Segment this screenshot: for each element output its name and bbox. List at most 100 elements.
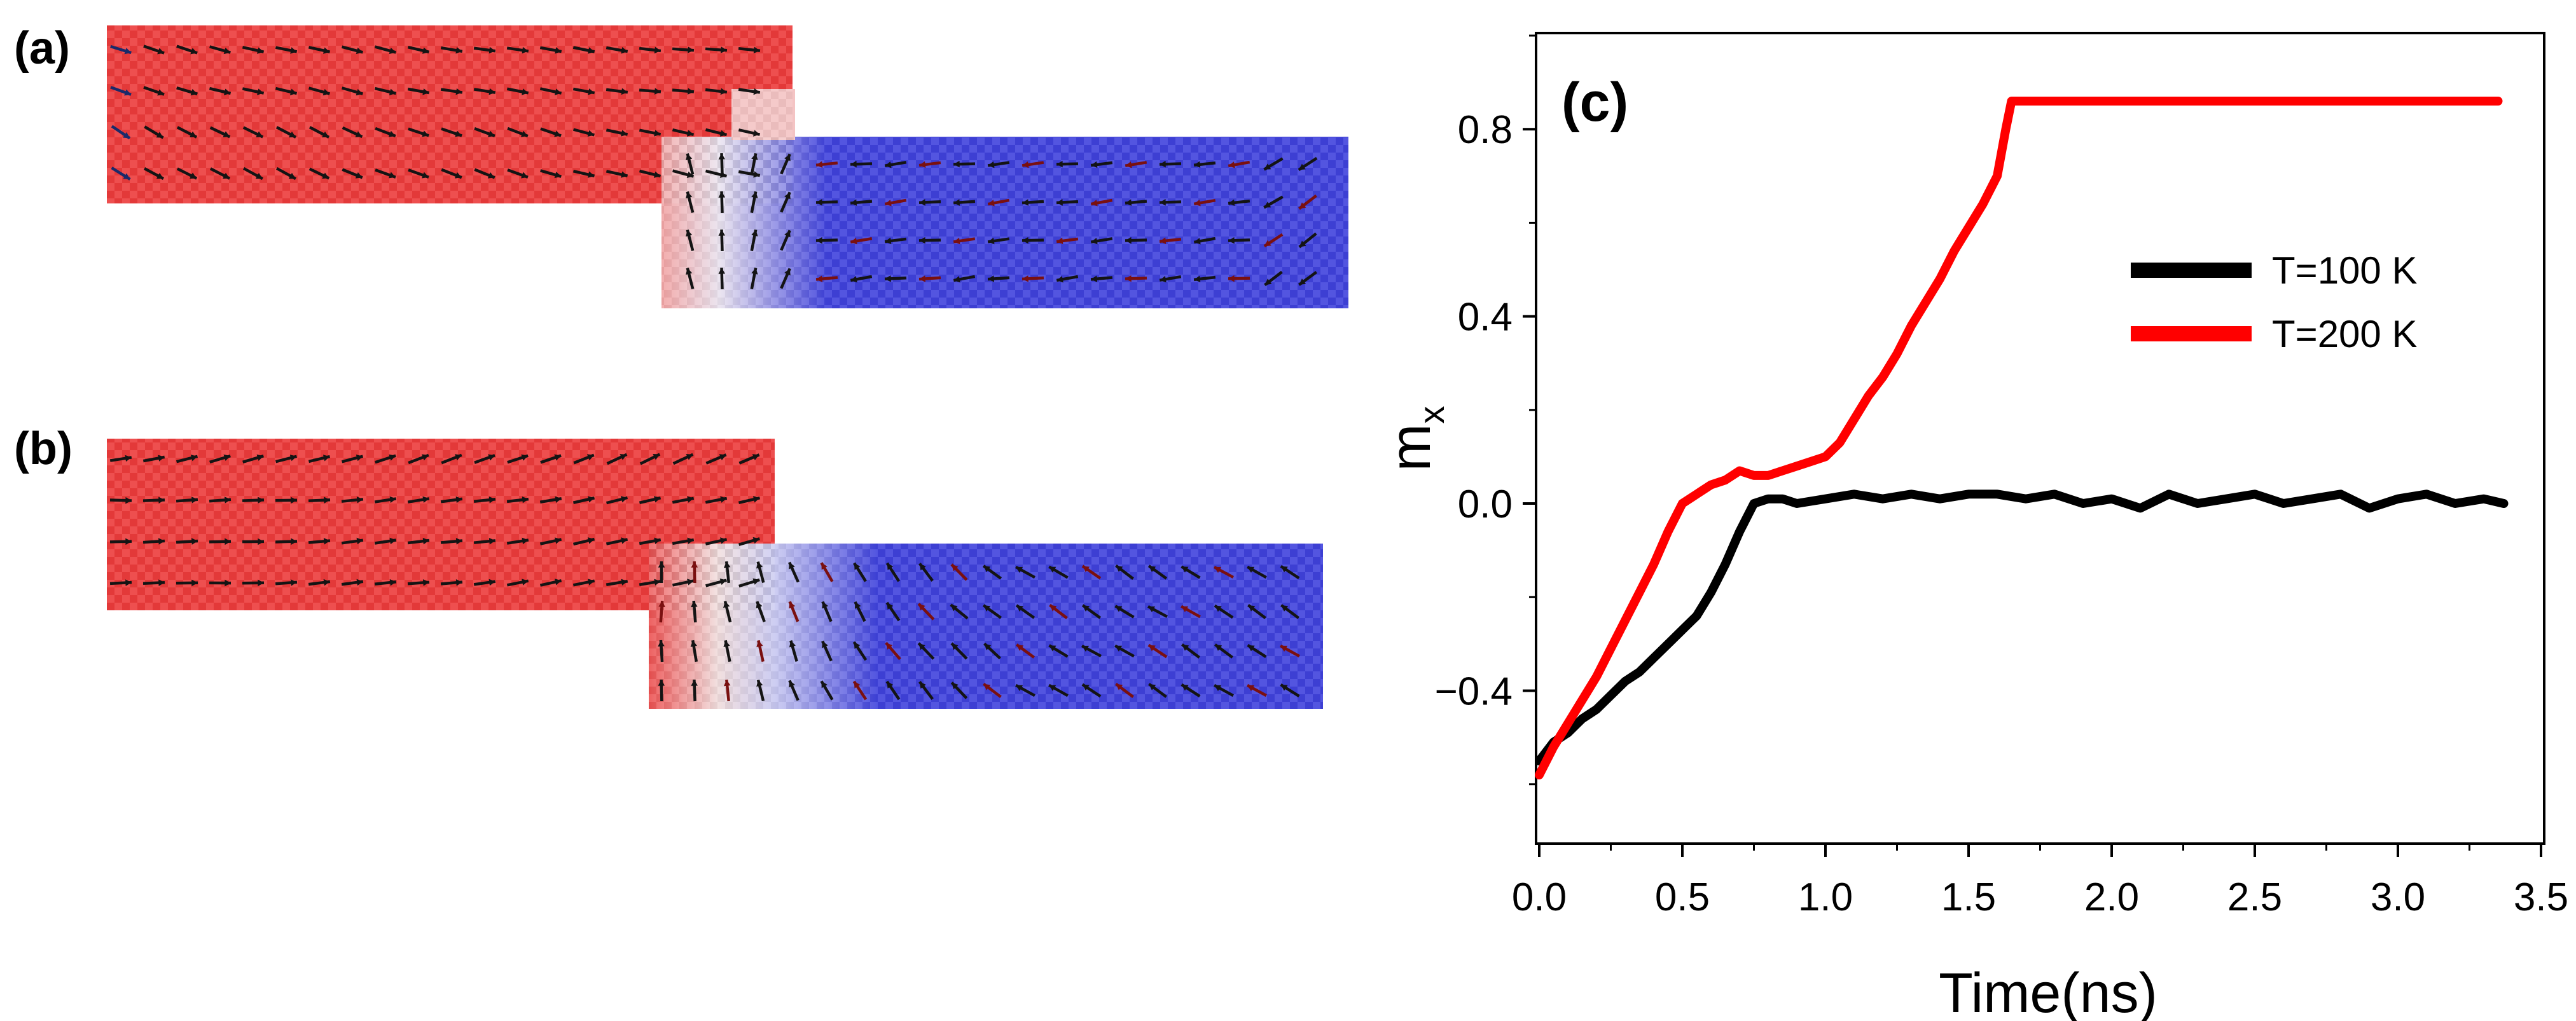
spin-arrow <box>176 86 198 96</box>
spin-arrow <box>1247 565 1267 579</box>
spin-arrow <box>820 680 834 701</box>
spin-arrow <box>780 153 791 175</box>
spin-arrow <box>308 497 331 504</box>
spin-arrow <box>1159 160 1182 168</box>
spin-arrow <box>572 128 595 137</box>
spin-arrow <box>440 46 463 54</box>
spin-arrow <box>408 168 429 179</box>
spin-arrow <box>176 126 198 139</box>
panel-b: (b) <box>14 423 1323 709</box>
spin-arrow <box>884 237 907 245</box>
spin-arrow <box>821 601 833 622</box>
panel-b-arrows <box>109 453 1300 702</box>
chart-panel-label: (c) <box>1562 72 1628 133</box>
spin-arrow <box>441 453 462 465</box>
spin-arrow <box>209 497 232 504</box>
spin-arrow <box>1247 603 1266 620</box>
spin-arrow <box>209 454 231 464</box>
spin-arrow <box>275 86 298 95</box>
spin-arrow <box>440 496 463 504</box>
spin-arrow <box>1193 275 1216 283</box>
svg-text:mx: mx <box>1379 406 1451 472</box>
spin-arrow <box>109 497 132 504</box>
spin-arrow <box>142 497 165 504</box>
spin-arrow <box>441 168 462 179</box>
spin-arrow <box>540 454 562 464</box>
spin-arrow <box>275 46 298 54</box>
spin-arrow <box>691 679 698 702</box>
spin-arrow <box>1159 198 1182 206</box>
spin-arrow <box>341 537 364 545</box>
spin-arrow <box>342 168 363 179</box>
spin-arrow <box>1115 682 1134 699</box>
spin-arrow <box>658 640 665 662</box>
spin-arrow <box>1125 199 1147 206</box>
spin-arrow <box>780 230 791 251</box>
spin-arrow <box>176 497 198 504</box>
spin-arrow <box>143 45 165 55</box>
spin-arrow <box>1280 604 1299 619</box>
spin-arrow <box>1159 237 1182 244</box>
spin-arrow <box>242 497 265 504</box>
panel-a: (a) <box>14 23 1348 308</box>
spin-arrow <box>918 275 941 282</box>
spin-arrow <box>142 538 165 545</box>
spin-arrow <box>639 88 661 95</box>
spin-arrow <box>821 640 833 662</box>
spin-arrow <box>738 170 761 178</box>
legend-label-t200: T=200 K <box>2272 313 2418 355</box>
spin-arrow <box>176 538 198 545</box>
spin-arrow <box>756 561 765 584</box>
spin-arrow <box>850 275 873 283</box>
spin-arrow <box>176 455 198 463</box>
spin-arrow <box>953 275 976 283</box>
spin-arrow <box>507 168 529 179</box>
spin-arrow <box>705 537 728 545</box>
spin-arrow <box>686 153 695 175</box>
spin-arrow <box>953 199 976 206</box>
spin-arrow <box>690 640 698 662</box>
spin-arrow <box>441 127 462 137</box>
spin-arrow <box>507 127 529 138</box>
spin-arrow <box>176 579 198 587</box>
spin-arrow <box>718 153 726 175</box>
spin-arrow <box>917 642 935 660</box>
spin-arrow <box>275 497 298 504</box>
spin-arrow <box>506 87 529 95</box>
spin-arrow <box>1181 605 1201 619</box>
spin-arrow <box>308 538 331 545</box>
spin-arrow <box>1148 683 1167 698</box>
spin-arrow <box>639 169 661 178</box>
spin-arrow <box>1015 604 1035 619</box>
x-tick-label: 2.5 <box>2227 875 2282 919</box>
spin-arrow <box>341 497 364 504</box>
spin-arrow <box>1048 565 1069 579</box>
spin-arrow <box>275 579 298 586</box>
spin-arrow <box>705 496 728 504</box>
spin-arrow <box>672 169 695 178</box>
spin-arrow <box>242 87 265 95</box>
spin-arrow <box>209 579 232 587</box>
spin-arrow <box>983 642 1001 660</box>
spin-arrow <box>1193 236 1216 245</box>
spin-arrow <box>1246 683 1268 697</box>
spin-arrow <box>440 88 463 95</box>
spin-arrow <box>110 45 132 55</box>
spin-arrow <box>408 127 429 137</box>
spin-arrow <box>1021 161 1044 168</box>
spin-arrow <box>142 579 165 586</box>
spin-arrow <box>110 86 132 96</box>
spin-arrow <box>639 46 661 54</box>
y-tick-label: 0.8 <box>1458 108 1513 152</box>
spin-arrow <box>918 563 934 582</box>
spin-arrow <box>723 600 732 623</box>
spin-arrow <box>1125 236 1147 244</box>
spin-arrow <box>375 127 396 138</box>
spin-arrow <box>539 87 562 95</box>
spin-arrow <box>1298 271 1318 286</box>
spin-arrow <box>1125 275 1147 282</box>
spin-arrow <box>718 267 726 290</box>
spin-arrow <box>308 86 330 96</box>
spin-arrow <box>1021 236 1044 244</box>
spin-arrow <box>1280 644 1300 658</box>
